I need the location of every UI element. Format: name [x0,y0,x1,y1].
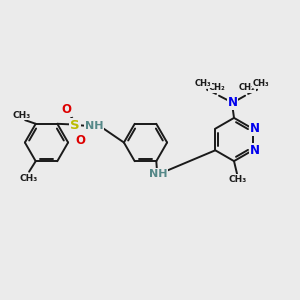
Text: O: O [61,103,71,116]
Text: CH₃: CH₃ [253,79,269,88]
Text: CH₃: CH₃ [229,175,247,184]
Text: O: O [75,134,85,147]
Text: CH₃: CH₃ [195,79,212,88]
Text: NH: NH [149,169,167,179]
Text: NH: NH [85,121,104,131]
Text: S: S [70,119,80,132]
Text: CH₂: CH₂ [208,83,225,92]
Text: N: N [250,144,260,157]
Text: CH₃: CH₃ [12,111,30,120]
Text: CH₂: CH₂ [239,83,256,92]
Text: CH₃: CH₃ [20,174,38,183]
Text: N: N [250,122,260,135]
Text: N: N [227,96,238,110]
